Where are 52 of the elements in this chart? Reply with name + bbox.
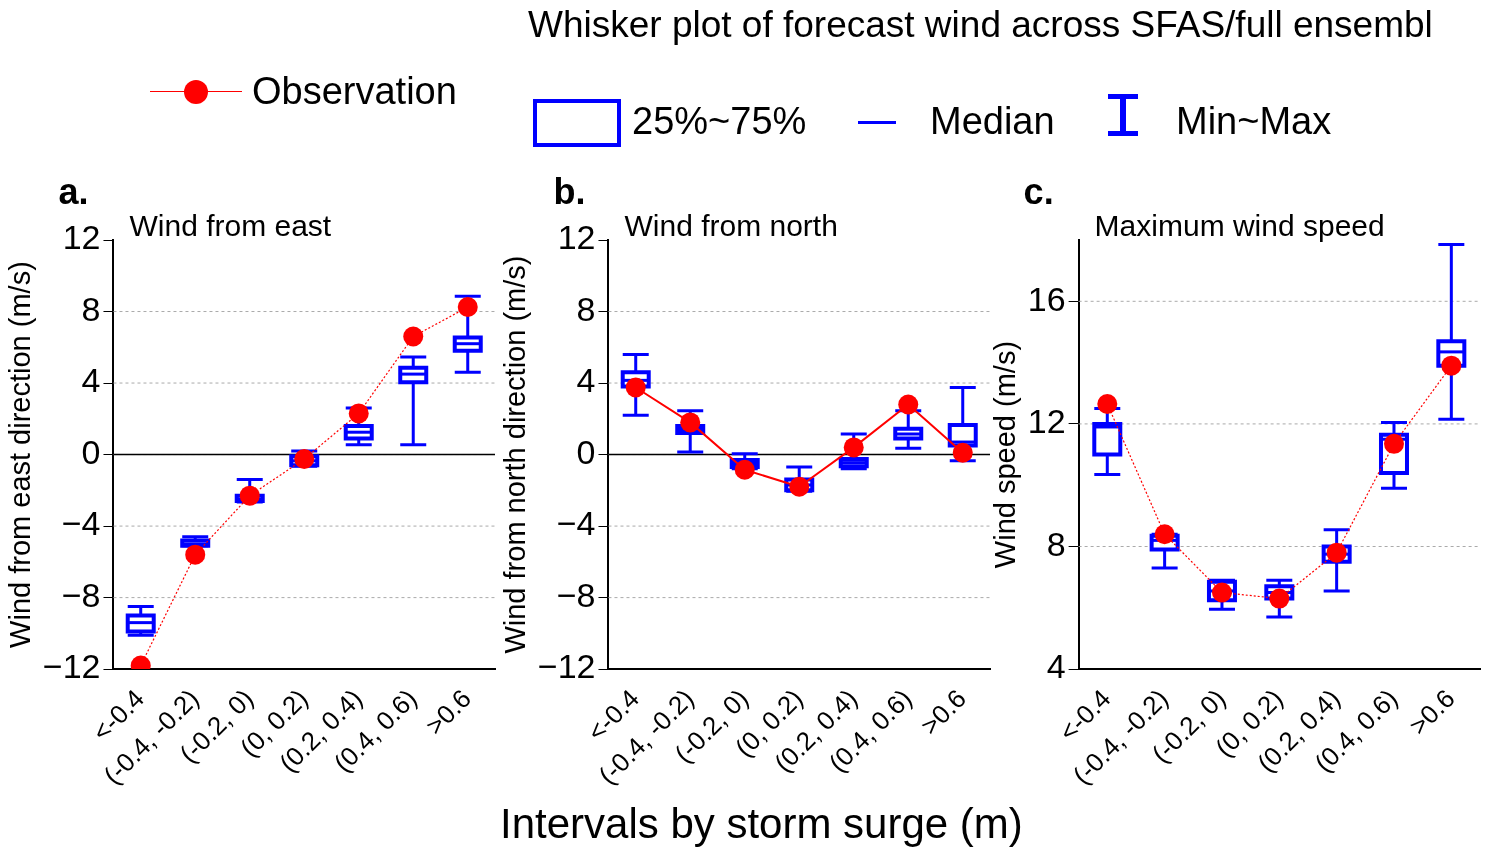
text: b. — [553, 171, 586, 212]
y-tick-label: 12 — [557, 218, 596, 257]
y-tick-label: 12 — [1027, 402, 1066, 441]
y-tick-label: 0 — [576, 432, 596, 471]
text: Min~Max — [1176, 100, 1332, 143]
chart-title: Maximum wind speed — [1094, 209, 1385, 242]
y-axis-title: Wind from east direction (m/s) — [4, 261, 37, 648]
text: a. — [58, 171, 89, 212]
text: c. — [1023, 171, 1054, 212]
point — [625, 377, 646, 398]
y-tick-label: 8 — [576, 289, 596, 328]
y-tick-label: 12 — [62, 218, 101, 257]
point — [1269, 588, 1290, 609]
point — [1326, 542, 1347, 563]
y-tick-label: −8 — [556, 575, 596, 614]
point — [457, 297, 478, 318]
x-axis-title: Intervals by storm surge (m) — [500, 800, 1023, 848]
text: Whisker plot of forecast wind across SFAS/full ensembl — [528, 4, 1433, 46]
y-tick-label: −8 — [61, 575, 101, 614]
y-tick-label: 8 — [81, 289, 101, 328]
y-tick-label: −4 — [556, 504, 596, 543]
y-tick-label: 8 — [1046, 524, 1066, 563]
point — [789, 476, 810, 497]
y-tick-label: 4 — [576, 361, 596, 400]
x-tick-label: >0.6 — [914, 683, 973, 741]
point — [843, 437, 864, 458]
point — [680, 412, 701, 433]
y-tick-label: −4 — [61, 504, 101, 543]
point — [1097, 393, 1118, 414]
point — [348, 403, 369, 424]
y-tick-label: −12 — [537, 647, 596, 686]
y-tick-label: −12 — [42, 647, 101, 686]
point — [734, 459, 755, 480]
chart-title: Wind from east — [129, 209, 332, 242]
y-tick-label: 16 — [1027, 279, 1066, 318]
x-tick-label: >0.6 — [1403, 683, 1461, 741]
text: Median — [930, 100, 1055, 143]
legend-label: Observation — [252, 70, 457, 113]
point — [1154, 524, 1175, 545]
chart-title: Wind from north — [624, 209, 838, 242]
point — [1441, 355, 1462, 376]
y-tick-label: 4 — [1046, 647, 1066, 686]
y-axis-title: Wind from north direction (m/s) — [499, 255, 532, 654]
point — [403, 326, 424, 347]
text: 25%~75% — [632, 100, 807, 143]
point — [294, 449, 315, 470]
point — [898, 394, 919, 415]
y-tick-label: 4 — [81, 361, 101, 400]
y-tick-label: 0 — [81, 432, 101, 471]
x-tick-label: >0.6 — [419, 683, 478, 741]
y-axis-title: Wind speed (m/s) — [989, 340, 1022, 569]
point — [952, 442, 973, 463]
